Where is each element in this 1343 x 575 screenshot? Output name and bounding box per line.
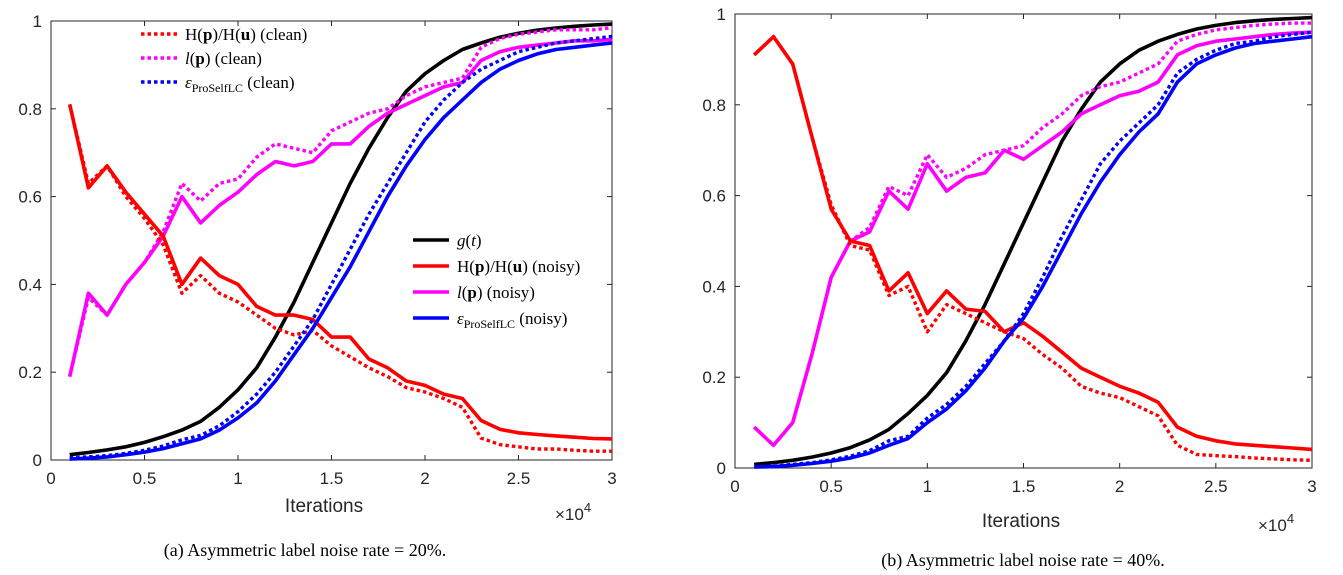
axes-b: 0 0.5 1 1.5 2 2.5 3 0 0.2 0.4 0.6 0.8 1 (702, 5, 1316, 496)
caption-b: (b) Asymmetric label noise rate = 40%. (881, 550, 1165, 571)
x-axis-label-b: Iterations (982, 511, 1060, 532)
x-tick-label-b: 1 (923, 477, 932, 496)
x-tick-label-b: 3 (1307, 477, 1316, 496)
legend-clean-entry-1: l(p) (clean) (141, 49, 262, 68)
legend-clean-entry-2: εProSelfLC (clean) (141, 73, 294, 95)
x-tick-label-b: 2 (1115, 477, 1124, 496)
x-tick-label-a: 3 (607, 469, 616, 488)
series-a (67, 22, 613, 461)
legend-noisy-entry-2: l(p) (noisy) (413, 283, 535, 302)
y-tick-label-a: 1 (33, 12, 42, 31)
x-tick-label-a: 2 (420, 469, 429, 488)
y-tick-label-b: 0.8 (702, 96, 726, 115)
plot-box-b (734, 13, 1313, 469)
legend-noisy-entry-0: g(t) (413, 231, 482, 250)
x-axis-label-a: Iterations (285, 496, 363, 517)
y-tick-label-a: 0.2 (18, 363, 42, 382)
legend-clean-entry-0: H(p)/H(u) (clean) (141, 25, 307, 44)
legend-noisy-entry-1-label: H(p)/H(u) (noisy) (457, 257, 580, 276)
legend-noisy-entry-1: H(p)/H(u) (noisy) (413, 257, 580, 276)
x-exponent-base-a: ×10 (555, 505, 584, 524)
series-b (752, 15, 1313, 469)
y-tick-label-a: 0.6 (18, 188, 42, 207)
series-line-b-1 (753, 21, 1312, 447)
series-line-a-4 (67, 104, 613, 441)
y-tick-label-b: 0.4 (702, 277, 726, 296)
legend-clean-entry-0-label: H(p)/H(u) (clean) (185, 25, 307, 44)
series-line-a-3 (69, 22, 613, 457)
x-tick-label-b: 1.5 (1012, 477, 1036, 496)
x-tick-label-a: 0.5 (133, 469, 157, 488)
series-line-b-2 (754, 30, 1313, 469)
series-line-b-6 (754, 34, 1313, 469)
x-exponent-a: ×104 (555, 500, 591, 524)
x-tick-label-b: 2.5 (1204, 477, 1228, 496)
y-tick-label-b: 1 (717, 5, 726, 24)
legend-noisy-entry-0-label: g(t) (457, 231, 482, 250)
series-line-a-1 (68, 25, 613, 377)
y-tick-label-a: 0.4 (18, 275, 42, 294)
legend-noisy-entry-3-label: εProSelfLC (noisy) (457, 309, 567, 331)
legend-clean-a: H(p)/H(u) (clean) l(p) (clean) εProSelfLC … (141, 25, 307, 95)
axes-a: 0 0.5 1 1.5 2 2.5 3 0 0.2 0.4 0.6 0.8 1 (18, 12, 616, 488)
series-line-b-4 (752, 34, 1313, 452)
legend-noisy-entry-2-label: l(p) (noisy) (457, 283, 535, 302)
legend-clean-entry-1-label: l(p) (clean) (185, 49, 262, 68)
x-exponent-power-a: 4 (584, 500, 591, 515)
y-tick-label-a: 0.8 (18, 100, 42, 119)
series-line-b-0 (753, 35, 1313, 462)
chart-panel-a: 0 0.5 1 1.5 2 2.5 3 0 0.2 0.4 0.6 0.8 1 H(p)/H(u) (c… (18, 12, 616, 561)
legend-noisy-entry-3: εProSelfLC (noisy) (413, 309, 567, 331)
x-tick-label-a: 2.5 (507, 469, 531, 488)
x-tick-label-b: 0 (730, 477, 739, 496)
legend-clean-entry-2-label: εProSelfLC (clean) (185, 73, 294, 95)
x-tick-label-b: 0.5 (819, 477, 843, 496)
x-exponent-base-b: ×10 (1258, 516, 1287, 535)
series-line-b-5 (752, 30, 1313, 448)
series-line-a-0 (68, 104, 612, 453)
plot-box-a (50, 20, 613, 461)
series-line-b-3 (754, 15, 1313, 467)
y-tick-label-b: 0.6 (702, 187, 726, 206)
x-tick-label-a: 0 (46, 469, 55, 488)
series-line-a-2 (69, 34, 613, 460)
series-line-a-6 (69, 41, 613, 461)
x-tick-label-a: 1.5 (320, 469, 344, 488)
y-tick-label-a: 0 (33, 451, 42, 470)
x-tick-label-a: 1 (233, 469, 242, 488)
legend-noisy-a: g(t) H(p)/H(u) (noisy) l(p) (noisy) εProSel… (413, 231, 580, 331)
x-exponent-b: ×104 (1258, 511, 1294, 535)
y-tick-label-b: 0 (717, 459, 726, 478)
caption-a: (a) Asymmetric label noise rate = 20%. (164, 540, 447, 561)
x-exponent-power-b: 4 (1287, 511, 1294, 526)
chart-panel-b: 0 0.5 1 1.5 2 2.5 3 0 0.2 0.4 0.6 0.8 1 Iterations ×… (702, 5, 1316, 571)
y-tick-label-b: 0.2 (702, 368, 726, 387)
